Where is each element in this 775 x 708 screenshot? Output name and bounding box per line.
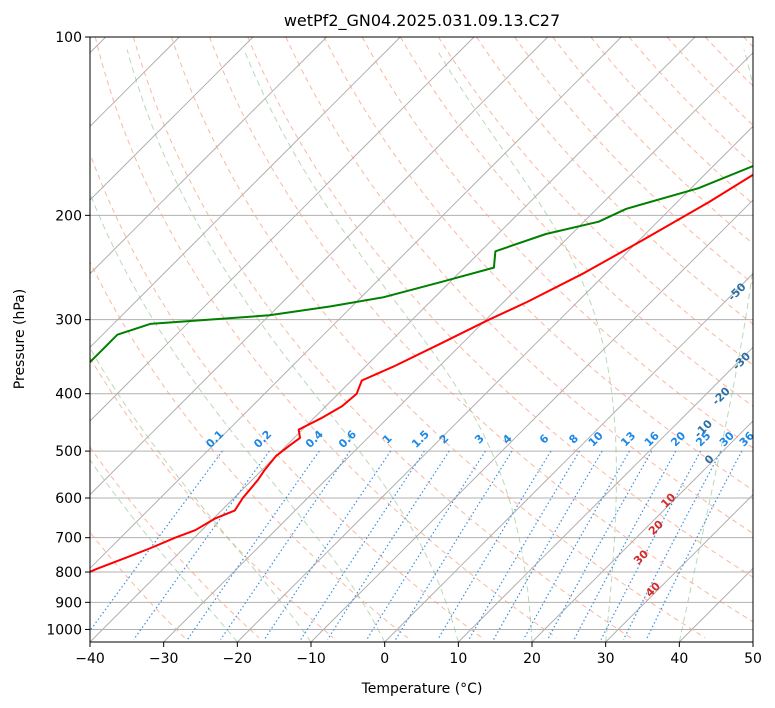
plot-area [90,37,753,642]
dry-adiabat-line [171,37,706,639]
dry-adiabat-line [399,37,753,407]
mixing-ratio-line [522,450,631,640]
plot-frame [89,36,754,643]
isotherm-line [90,37,401,349]
mixing-ratio-line [366,450,486,640]
grid-layer [90,37,753,642]
dry-adiabat-label: -40 [752,320,775,343]
isotherm-line [90,37,475,422]
profile-layer [90,164,753,573]
y-tick-label: 100 [55,30,82,46]
x-tick-label: 20 [523,651,541,667]
dry-adiabat-label: -60 [757,234,775,257]
x-tick-label: 50 [744,651,762,667]
isotherm-line [90,37,696,642]
y-tick-label: 300 [55,313,82,329]
moist-adiabat-line [436,49,617,642]
mixing-ratio-line [547,450,653,640]
isotherm-line [310,199,753,642]
moist-adiabat-line [678,49,753,642]
mixing-ratio-line [622,450,722,640]
isotherm-line [457,346,753,642]
temperature-profile-line [90,173,753,573]
isotherm-line [163,51,753,642]
y-tick-label: 1000 [46,622,82,638]
mixing-ratio-line [468,450,580,640]
mixing-ratio-line [395,450,513,640]
isotherm-line [90,37,254,201]
isotherm-line [752,641,753,642]
isotherm-line [236,125,753,642]
x-tick-label: −10 [296,651,326,667]
moist-adiabat-line [90,347,312,642]
mixing-ratio-line [300,450,425,640]
isotherm-line [90,37,328,275]
dry-adiabat-line [90,152,483,639]
chart-title: wetPf2_GN04.2025.031.09.13.C27 [284,11,560,31]
dry-adiabat-line [94,37,557,639]
y-axis-label: Pressure (hPa) [12,289,28,389]
x-tick-label: −40 [75,651,105,667]
isotherm-line [90,37,549,496]
y-tick-label: 400 [55,387,82,403]
dry-adiabat-line [361,37,753,449]
mixing-ratio-line [90,450,223,632]
y-tick-label: 900 [55,595,82,611]
plot-background [90,37,753,642]
dewpoint-profile-line [90,164,753,364]
isotherm-line [605,493,753,642]
mixing-ratio-line [493,450,603,640]
axis-layer: −40 −30 −20 −10 0 10 20 30 40 50 100 200 300 400 500 60… [46,30,762,667]
x-tick-label: 30 [597,651,615,667]
dry-adiabat-line [514,37,753,285]
mixing-ratio-line [645,450,743,640]
mixing-ratio-line [263,450,392,640]
x-axis-label: Temperature (°C) [361,681,483,697]
mixing-ratio-line [327,450,450,640]
x-tick-label: 0 [380,651,389,667]
mixing-ratio-line [437,450,552,640]
dry-adiabat-line [323,37,753,491]
isotherm-line [531,420,753,642]
dry-adiabat-line [285,37,753,535]
moist-adiabat-line [90,459,238,642]
isotherm-line [90,37,622,570]
mixing-ratio-line [133,450,270,640]
x-tick-label: −20 [223,651,253,667]
x-tick-label: −30 [149,651,179,667]
isopleth-layer [90,37,753,642]
dry-adiabat-line [209,37,753,623]
y-tick-label: 800 [55,565,82,581]
isotherm-line [384,272,753,642]
x-tick-label: 10 [449,651,467,667]
y-tick-label: 200 [55,208,82,224]
y-tick-label: 600 [55,491,82,507]
moist-adiabat-line [126,49,459,642]
dry-adiabat-line [628,37,753,166]
moist-adiabat-line [243,49,533,642]
y-tick-label: 500 [55,444,82,460]
x-tick-label: 40 [670,651,688,667]
y-tick-label: 700 [55,531,82,547]
